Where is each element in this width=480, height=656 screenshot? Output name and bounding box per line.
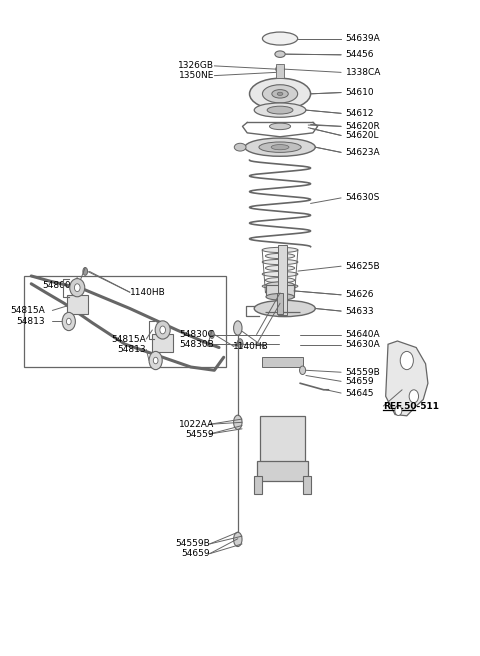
Ellipse shape bbox=[265, 277, 295, 283]
Text: 54800: 54800 bbox=[43, 281, 71, 290]
Ellipse shape bbox=[265, 266, 295, 271]
Ellipse shape bbox=[262, 247, 298, 253]
Ellipse shape bbox=[275, 51, 285, 58]
Ellipse shape bbox=[278, 67, 282, 71]
Text: 54645: 54645 bbox=[346, 388, 374, 398]
Bar bbox=[262, 357, 303, 367]
Bar bbox=[303, 476, 311, 494]
Ellipse shape bbox=[265, 253, 295, 258]
Ellipse shape bbox=[272, 90, 288, 98]
Ellipse shape bbox=[70, 279, 85, 297]
Text: 54830B: 54830B bbox=[180, 340, 215, 349]
Ellipse shape bbox=[262, 272, 298, 277]
Bar bbox=[24, 276, 226, 367]
Ellipse shape bbox=[234, 532, 242, 546]
Ellipse shape bbox=[149, 352, 162, 369]
Text: 54626: 54626 bbox=[346, 291, 374, 299]
Ellipse shape bbox=[263, 32, 298, 45]
Text: 54456: 54456 bbox=[346, 51, 374, 59]
Ellipse shape bbox=[237, 338, 243, 348]
Text: 54559B: 54559B bbox=[346, 368, 381, 377]
Text: 54640A: 54640A bbox=[346, 330, 380, 339]
Ellipse shape bbox=[254, 103, 306, 117]
Ellipse shape bbox=[271, 144, 289, 150]
Text: 54813: 54813 bbox=[17, 317, 45, 326]
Text: 54815A: 54815A bbox=[111, 335, 146, 344]
Ellipse shape bbox=[267, 106, 293, 114]
Ellipse shape bbox=[266, 282, 294, 289]
Ellipse shape bbox=[395, 405, 402, 415]
Ellipse shape bbox=[234, 415, 242, 430]
Text: 1140HB: 1140HB bbox=[233, 342, 269, 351]
Ellipse shape bbox=[234, 321, 242, 335]
Text: 1022AA: 1022AA bbox=[179, 420, 215, 429]
Ellipse shape bbox=[409, 390, 419, 403]
Text: 54815A: 54815A bbox=[11, 306, 45, 315]
Ellipse shape bbox=[262, 259, 298, 264]
Text: 54620L: 54620L bbox=[346, 131, 379, 140]
Bar bbox=[254, 476, 262, 494]
Text: REF.50-511: REF.50-511 bbox=[384, 401, 439, 411]
Bar bbox=[266, 285, 294, 297]
Bar bbox=[257, 461, 308, 481]
Text: 54813: 54813 bbox=[118, 345, 146, 354]
Text: 1326GB: 1326GB bbox=[179, 62, 215, 70]
Ellipse shape bbox=[83, 268, 87, 276]
Text: 1338CA: 1338CA bbox=[346, 68, 381, 77]
Ellipse shape bbox=[263, 85, 298, 103]
Text: 54830C: 54830C bbox=[180, 330, 215, 339]
Bar bbox=[152, 334, 173, 352]
Text: 54630A: 54630A bbox=[346, 340, 381, 350]
Ellipse shape bbox=[245, 138, 315, 156]
Ellipse shape bbox=[250, 78, 311, 110]
Ellipse shape bbox=[160, 326, 166, 334]
Ellipse shape bbox=[234, 143, 246, 151]
Ellipse shape bbox=[262, 283, 298, 289]
Text: 54633: 54633 bbox=[346, 306, 374, 316]
Text: 54559: 54559 bbox=[186, 430, 215, 438]
Ellipse shape bbox=[153, 358, 158, 364]
Text: 54625B: 54625B bbox=[346, 262, 380, 271]
Ellipse shape bbox=[265, 289, 295, 295]
Bar bbox=[260, 416, 305, 464]
Text: 54659: 54659 bbox=[346, 377, 374, 386]
Ellipse shape bbox=[66, 318, 71, 325]
Ellipse shape bbox=[210, 331, 215, 338]
Ellipse shape bbox=[269, 123, 290, 130]
Text: 54623A: 54623A bbox=[346, 148, 380, 157]
Text: 54620R: 54620R bbox=[346, 122, 381, 131]
Text: 54630S: 54630S bbox=[346, 194, 380, 203]
Bar bbox=[277, 293, 283, 314]
Text: 1350NE: 1350NE bbox=[179, 71, 215, 80]
Text: 54559B: 54559B bbox=[175, 539, 210, 548]
Text: 1140HB: 1140HB bbox=[130, 288, 166, 297]
Bar bbox=[67, 295, 87, 314]
Text: 54610: 54610 bbox=[346, 88, 374, 97]
Ellipse shape bbox=[74, 284, 80, 291]
Ellipse shape bbox=[259, 142, 301, 152]
Bar bbox=[278, 245, 287, 315]
Ellipse shape bbox=[300, 366, 306, 375]
Text: 54639A: 54639A bbox=[346, 34, 381, 43]
Text: 54612: 54612 bbox=[346, 109, 374, 118]
Ellipse shape bbox=[277, 92, 283, 96]
Ellipse shape bbox=[62, 312, 75, 331]
Text: 54659: 54659 bbox=[181, 549, 210, 558]
Ellipse shape bbox=[276, 65, 284, 73]
Ellipse shape bbox=[155, 321, 170, 339]
Ellipse shape bbox=[266, 293, 294, 300]
Ellipse shape bbox=[400, 352, 413, 369]
Ellipse shape bbox=[254, 300, 315, 317]
Polygon shape bbox=[385, 341, 428, 416]
Bar bbox=[276, 64, 284, 78]
